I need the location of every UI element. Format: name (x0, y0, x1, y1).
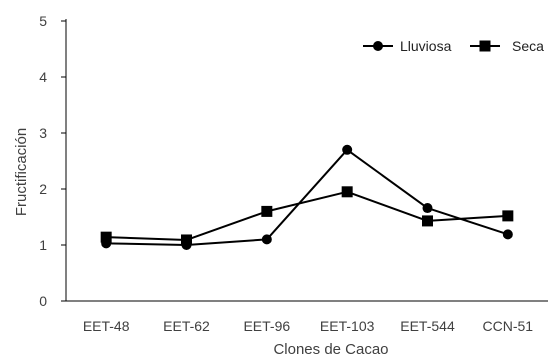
x-tick-label: EET-544 (400, 318, 455, 334)
legend-label-lluviosa: Lluviosa (400, 38, 452, 54)
data-point-lluviosa (422, 203, 433, 214)
y-tick-labels: 0 1 2 3 4 5 (39, 13, 47, 309)
data-point-seca (261, 205, 273, 217)
y-tick-label: 0 (39, 293, 47, 309)
series-layer (100, 144, 514, 250)
axes (61, 19, 548, 302)
data-point-seca (341, 186, 353, 198)
data-point-lluviosa (342, 144, 353, 155)
data-point-lluviosa (261, 234, 272, 245)
data-point-lluviosa (502, 229, 513, 240)
x-tick-label: EET-48 (83, 318, 130, 334)
data-point-seca (100, 231, 112, 243)
data-point-seca (502, 210, 514, 222)
x-tick-label: CCN-51 (483, 318, 534, 334)
legend: Lluviosa Seca (363, 38, 544, 54)
series-line-lluviosa (106, 148, 509, 246)
y-tick-label: 5 (39, 13, 47, 29)
x-tick-labels: EET-48 EET-62 EET-96 EET-103 EET-544 CCN-51 (83, 318, 534, 334)
x-tick-label: EET-62 (163, 318, 210, 334)
data-point-seca (181, 234, 192, 246)
series-lluviosa (101, 144, 513, 250)
legend-label-seca: Seca (512, 38, 544, 54)
data-point-seca (422, 215, 433, 227)
x-tick-label: EET-96 (243, 318, 290, 334)
y-axis-title: Fructificación (13, 128, 30, 216)
series-seca (100, 186, 514, 246)
x-tick-label: EET-103 (320, 318, 375, 334)
y-tick-label: 2 (39, 181, 47, 197)
y-tick-label: 1 (39, 237, 47, 253)
legend-marker-lluviosa (373, 41, 383, 51)
x-axis-title: Clones de Cacao (273, 341, 388, 358)
legend-marker-seca (479, 40, 491, 52)
y-tick-label: 4 (39, 69, 47, 85)
y-tick-label: 3 (39, 125, 47, 141)
series-line-seca (106, 190, 508, 241)
